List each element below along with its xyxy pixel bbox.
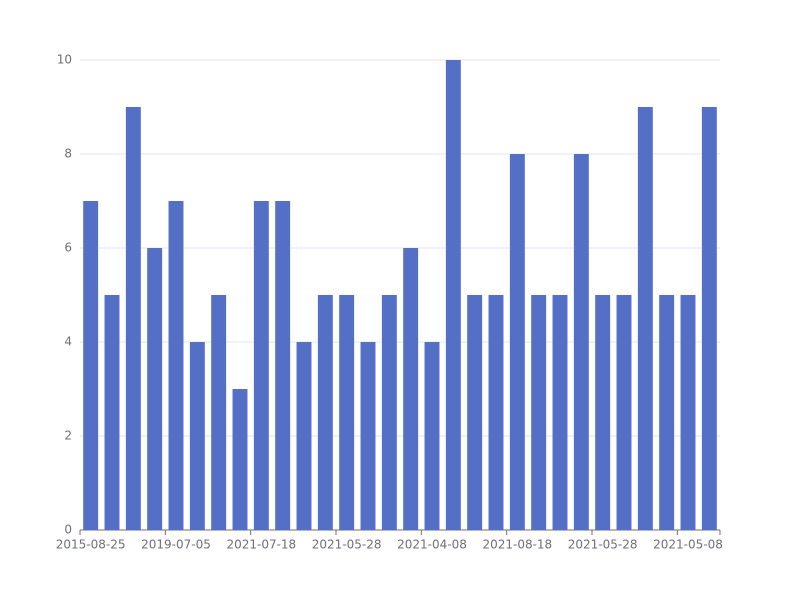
y-tick-label: 0 [64, 523, 72, 537]
bar [232, 389, 248, 530]
bar [701, 107, 717, 530]
bar [445, 60, 461, 530]
bar [552, 295, 568, 530]
x-tick-label: 2021-05-28 [312, 538, 382, 552]
bar [659, 295, 675, 530]
bar [488, 295, 504, 530]
bar [403, 248, 419, 530]
bar [275, 201, 291, 530]
bar [381, 295, 397, 530]
bar [637, 107, 653, 530]
bar [125, 107, 141, 530]
bar [168, 201, 184, 530]
bar [467, 295, 483, 530]
bar [253, 201, 269, 530]
bar [147, 248, 163, 530]
bar [83, 201, 99, 530]
bar [296, 342, 312, 530]
bar [509, 154, 525, 530]
y-tick-label: 2 [64, 429, 72, 443]
x-tick-label: 2021-04-08 [397, 538, 467, 552]
x-tick-label: 2021-05-28 [568, 538, 638, 552]
y-tick-label: 6 [64, 241, 72, 255]
bar [189, 342, 205, 530]
bar [595, 295, 611, 530]
bar [360, 342, 376, 530]
y-tick-label: 10 [57, 53, 72, 67]
bar [104, 295, 120, 530]
bar [211, 295, 227, 530]
x-tick-label: 2019-07-05 [141, 538, 211, 552]
bar [680, 295, 696, 530]
x-tick-label: 2021-08-18 [482, 538, 552, 552]
bar [573, 154, 589, 530]
bar [616, 295, 632, 530]
bar [317, 295, 333, 530]
x-tick-label: 2021-05-08 [653, 538, 723, 552]
y-tick-label: 4 [64, 335, 72, 349]
x-tick-label: 2021-07-18 [226, 538, 296, 552]
bar [531, 295, 547, 530]
bar [339, 295, 355, 530]
x-tick-label: 2015-08-25 [56, 538, 126, 552]
y-tick-label: 8 [64, 147, 72, 161]
bar [424, 342, 440, 530]
